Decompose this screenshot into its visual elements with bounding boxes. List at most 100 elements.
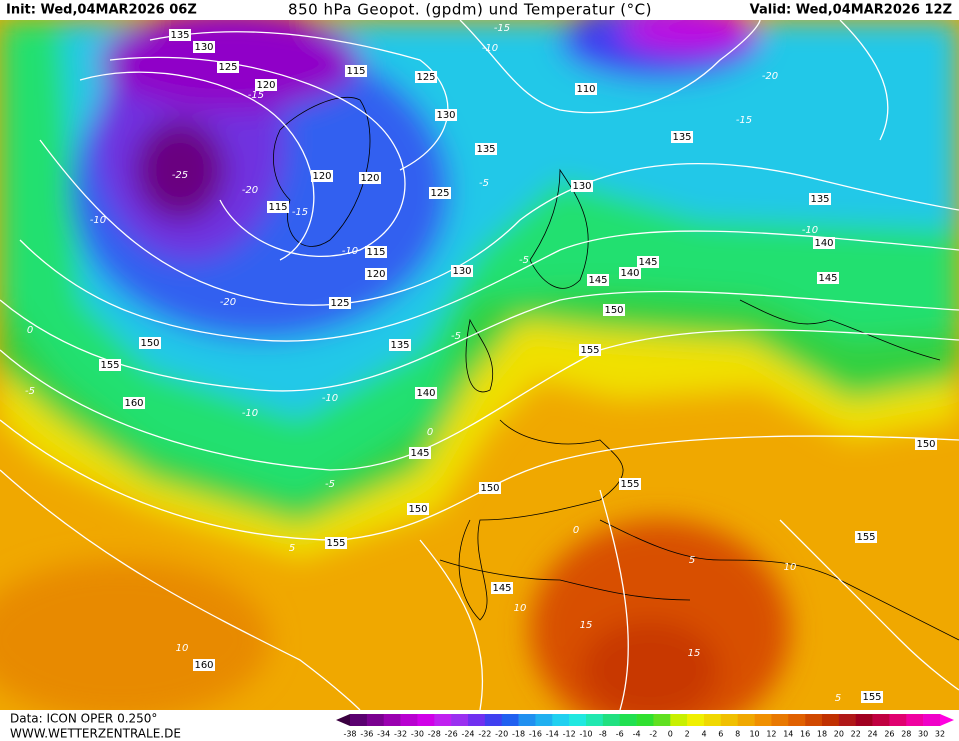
temperature-label: -5: [519, 255, 529, 266]
height-label-box: [915, 438, 937, 450]
height-label: 120: [312, 171, 331, 182]
temperature-label: -10: [242, 408, 258, 419]
height-label: 155: [620, 479, 639, 490]
colorbar-segment: [400, 714, 418, 726]
colorbar-tick-label: 24: [867, 730, 877, 739]
colorbar-segment: [569, 714, 587, 726]
colorbar-segment: [771, 714, 789, 726]
height-label-box: [479, 482, 501, 494]
colorbar-segment: [501, 714, 519, 726]
colorbar-segment: [636, 714, 654, 726]
height-label-box: [603, 304, 625, 316]
colorbar-tick-label: -18: [512, 730, 525, 739]
temperature-label: 0: [27, 325, 33, 336]
temperature-label: -25: [172, 170, 188, 181]
temperature-label: -20: [220, 297, 236, 308]
height-label: 155: [580, 345, 599, 356]
colorbar-tick-label: -6: [616, 730, 624, 739]
height-label-box: [415, 71, 437, 83]
colorbar-tick-label: 4: [701, 730, 706, 739]
height-label: 150: [140, 338, 159, 349]
colorbar-low-end: [336, 714, 350, 726]
height-label-box: [571, 180, 593, 192]
height-label-box: [193, 659, 215, 671]
colorbar-tick-label: -20: [495, 730, 508, 739]
colorbar: -38 -36 -34 -32 -30 -28 -26 -24 -22 -20 -18 -16 -14-…: [336, 714, 954, 739]
colorbar-segment: [805, 714, 823, 726]
colorbar-segment: [906, 714, 924, 726]
temperature-label: -5: [451, 331, 461, 342]
colorbar-segment: [754, 714, 772, 726]
height-label-box: [671, 131, 693, 143]
temperature-label: -5: [325, 479, 335, 490]
temperature-label: -15: [248, 90, 264, 101]
init-time: Init: Wed,04MAR2026 06Z: [6, 3, 197, 18]
colorbar-segment: [822, 714, 840, 726]
height-label-box: [255, 79, 277, 91]
temperature-label: 10: [784, 562, 797, 573]
colorbar-tick-label: -10: [579, 730, 592, 739]
height-label-box: [345, 65, 367, 77]
colorbar-tick-label: 28: [901, 730, 911, 739]
height-label-box: [407, 503, 429, 515]
map-title: 850 hPa Geopot. (gpdm) und Temperatur (°…: [288, 1, 652, 19]
colorbar-segment: [383, 714, 401, 726]
height-label-box: [329, 297, 351, 309]
colorbar-segment: [552, 714, 570, 726]
height-label-box: [217, 61, 239, 73]
geopotential-contours: [0, 20, 959, 710]
colorbar-tick-label: 14: [783, 730, 793, 739]
height-label: 150: [604, 305, 623, 316]
height-label-box: [139, 337, 161, 349]
data-source: Data: ICON OPER 0.250°: [10, 712, 157, 726]
height-label: 140: [620, 268, 639, 279]
colorbar-tick-label: -2: [649, 730, 657, 739]
height-label: 150: [916, 439, 935, 450]
valid-time: Valid: Wed,04MAR2026 12Z: [750, 3, 952, 18]
colorbar-segment: [366, 714, 385, 726]
colorbar-segment: [434, 714, 452, 726]
height-label: 130: [194, 42, 213, 53]
height-label-box: [451, 265, 473, 277]
height-label: 120: [366, 269, 385, 280]
colorbar-segment: [788, 714, 806, 726]
height-label-box: [359, 172, 381, 184]
colorbar-segment: [619, 714, 637, 726]
height-label: 150: [480, 483, 499, 494]
temperature-label: 10: [514, 603, 527, 614]
height-label: 145: [492, 583, 511, 594]
height-label: 115: [346, 66, 365, 77]
height-label: 125: [330, 298, 349, 309]
height-label: 110: [576, 84, 595, 95]
colorbar-tick-label: 22: [851, 730, 861, 739]
height-label: 125: [430, 188, 449, 199]
height-label-box: [475, 143, 497, 155]
height-label: 145: [818, 273, 837, 284]
height-label-box: [267, 201, 289, 213]
height-label: 145: [588, 275, 607, 286]
colorbar-segment: [838, 714, 857, 726]
height-label-box: [415, 387, 437, 399]
colorbar-tick-label: 6: [718, 730, 723, 739]
colorbar-segment: [653, 714, 671, 726]
temperature-label: -20: [242, 185, 258, 196]
colorbar-tick-label: 10: [749, 730, 759, 739]
height-label: 145: [410, 448, 429, 459]
header-bar: [0, 0, 959, 20]
temperature-label: -10: [482, 43, 498, 54]
height-label-box: [193, 41, 215, 53]
height-label-box: [325, 537, 347, 549]
colorbar-segment: [889, 714, 907, 726]
temperature-label: -15: [292, 207, 308, 218]
height-label: 150: [408, 504, 427, 515]
temperature-label: 5: [835, 693, 841, 704]
height-label-box: [311, 170, 333, 182]
height-label: 155: [856, 532, 875, 543]
colorbar-segment: [855, 714, 873, 726]
height-label: 130: [452, 266, 471, 277]
colorbar-tick-label: -12: [563, 730, 576, 739]
colorbar-high-end: [940, 714, 954, 726]
height-label: 155: [326, 538, 345, 549]
height-label-box: [637, 256, 659, 268]
colorbar-segment: [737, 714, 755, 726]
